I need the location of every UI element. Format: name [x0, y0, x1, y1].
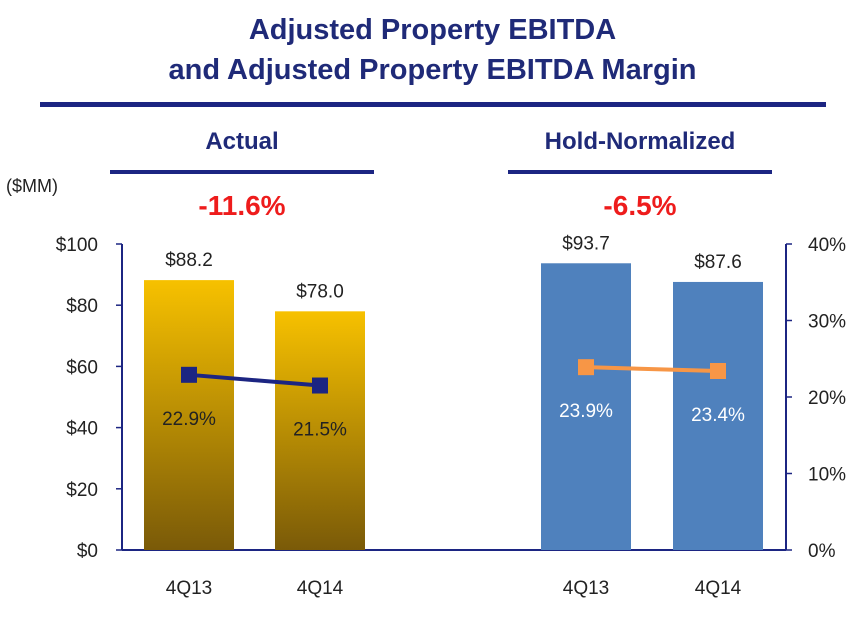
category-label: 4Q13: [166, 578, 212, 599]
bar: [541, 263, 631, 550]
right-tick-label: 30%: [808, 312, 846, 333]
bar: [144, 280, 234, 550]
margin-line: [585, 365, 719, 373]
panel-underline-hold-normalized: [508, 170, 772, 174]
title-underline: [40, 102, 826, 107]
bar-value-label: $87.6: [694, 252, 742, 273]
bar-value-label: $88.2: [165, 250, 213, 271]
bar: [275, 311, 365, 550]
chart-title-line1: Adjusted Property EBITDA: [248, 14, 617, 46]
bar: [673, 281, 763, 550]
panel-title-hold-normalized: Hold-Normalized: [544, 128, 736, 155]
change-label-hold-normalized: -6.5%: [603, 190, 677, 221]
bar-value-label: $93.7: [562, 233, 610, 254]
category-label: 4Q14: [297, 578, 344, 599]
margin-point: [578, 359, 594, 376]
left-tick-label: $80: [66, 296, 98, 317]
left-tick-label: $20: [66, 480, 98, 501]
margin-point: [312, 377, 328, 394]
chart-title-line2: and Adjusted Property EBITDA Margin: [168, 54, 697, 86]
right-tick-label: 10%: [808, 465, 846, 486]
margin-point: [181, 366, 197, 383]
margin-label: 23.4%: [691, 405, 745, 426]
left-tick-label: $0: [77, 541, 98, 562]
category-label: 4Q13: [563, 578, 609, 599]
margin-label: 22.9%: [162, 409, 216, 430]
margin-line: [188, 372, 321, 388]
margin-label: 21.5%: [293, 420, 347, 441]
right-tick-label: 0%: [808, 541, 836, 562]
right-tick-label: 40%: [808, 235, 846, 256]
panel-underline-actual: [110, 170, 374, 174]
margin-point: [710, 362, 726, 379]
left-tick-label: $60: [66, 357, 98, 378]
bar-value-label: $78.0: [296, 281, 344, 302]
panel-title-actual: Actual: [205, 128, 279, 155]
margin-label: 23.9%: [559, 401, 613, 422]
change-label-actual: -11.6%: [198, 190, 286, 221]
units-label: ($MM): [6, 176, 58, 196]
left-tick-label: $100: [56, 235, 98, 256]
right-tick-label: 20%: [808, 388, 846, 409]
left-tick-label: $40: [66, 419, 98, 440]
category-label: 4Q14: [695, 578, 742, 599]
